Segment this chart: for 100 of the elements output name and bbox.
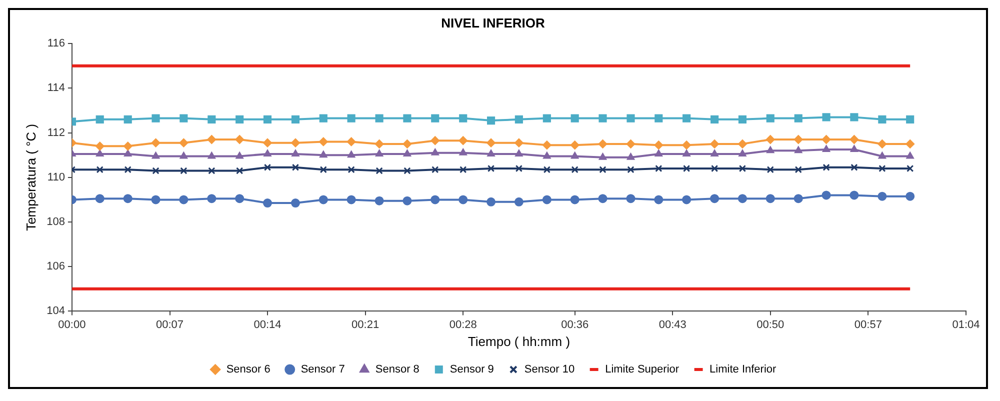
x-axis-title: Tiempo ( hh:mm ) <box>468 334 570 349</box>
point <box>571 166 578 174</box>
x-tick-label: 00:36 <box>561 318 589 331</box>
point <box>514 138 524 148</box>
point <box>292 149 300 156</box>
point <box>95 142 104 151</box>
point <box>320 166 327 174</box>
point <box>404 167 411 174</box>
point <box>432 166 439 174</box>
point <box>710 149 719 156</box>
point <box>710 194 720 204</box>
point <box>710 164 718 172</box>
point <box>208 115 216 124</box>
chart-title: NIVEL INFERIOR <box>441 15 546 30</box>
point <box>486 197 496 206</box>
point <box>402 196 412 206</box>
point <box>542 152 551 159</box>
point <box>598 194 608 204</box>
x-tick-label: 00:00 <box>58 318 86 331</box>
point <box>124 166 132 174</box>
point <box>599 166 606 174</box>
point <box>570 140 580 150</box>
y-tick-label: 108 <box>46 216 65 228</box>
point <box>878 139 887 148</box>
y-tick-label: 104 <box>46 305 65 318</box>
point <box>430 195 440 204</box>
point <box>626 139 636 148</box>
point <box>598 139 608 148</box>
point <box>738 149 746 156</box>
point <box>459 148 468 156</box>
point <box>180 114 188 122</box>
point <box>208 167 216 174</box>
point <box>794 114 802 122</box>
point <box>570 195 580 204</box>
legend-label: Limite Superior <box>605 364 680 376</box>
point <box>347 114 356 122</box>
y-tick-label: 114 <box>47 82 65 94</box>
legend-label: Sensor 9 <box>450 364 494 376</box>
point <box>459 114 468 122</box>
point <box>291 115 300 124</box>
point <box>794 166 802 174</box>
point <box>96 149 104 156</box>
point <box>96 115 104 124</box>
y-axis-title: Temperatura ( °C ) <box>23 124 38 231</box>
point <box>738 164 746 172</box>
point <box>152 167 160 174</box>
point <box>654 195 664 204</box>
y-tick-label: 116 <box>47 38 65 50</box>
point <box>151 195 160 204</box>
point <box>235 134 244 144</box>
point <box>682 164 690 172</box>
point <box>346 195 356 204</box>
point <box>626 194 636 204</box>
point <box>152 152 160 159</box>
point <box>179 138 188 148</box>
point <box>682 140 692 150</box>
point <box>682 195 692 204</box>
point <box>710 139 720 148</box>
point <box>264 149 272 156</box>
point <box>794 146 802 154</box>
point <box>626 152 635 160</box>
point <box>318 137 328 146</box>
point <box>598 114 607 122</box>
x-tick-label: 00:14 <box>254 318 282 331</box>
point <box>766 166 774 174</box>
x-tick-label: 00:43 <box>658 318 686 331</box>
point <box>514 115 523 124</box>
point <box>570 114 579 122</box>
point <box>123 142 132 151</box>
point <box>794 194 803 204</box>
point <box>598 152 607 160</box>
point <box>431 114 440 122</box>
y-tick-label: 110 <box>47 171 65 184</box>
point <box>738 139 747 148</box>
point <box>850 190 859 200</box>
point <box>655 164 662 172</box>
point <box>514 149 523 156</box>
point <box>458 136 468 146</box>
point <box>374 139 384 148</box>
point <box>766 134 775 144</box>
legend-label: Sensor 6 <box>226 364 270 376</box>
point <box>766 194 775 204</box>
point <box>151 138 160 148</box>
point <box>542 114 551 122</box>
point <box>262 198 272 208</box>
point <box>822 145 830 152</box>
point <box>878 192 887 201</box>
legend-label: Sensor 7 <box>300 364 345 376</box>
point <box>906 115 914 124</box>
point <box>431 148 440 156</box>
point <box>710 115 719 124</box>
point <box>654 114 663 122</box>
point <box>180 167 188 174</box>
point <box>822 164 830 171</box>
point <box>403 114 412 122</box>
point <box>375 114 384 122</box>
point <box>654 140 664 150</box>
point <box>850 134 859 144</box>
point <box>152 114 160 122</box>
point <box>374 196 384 206</box>
